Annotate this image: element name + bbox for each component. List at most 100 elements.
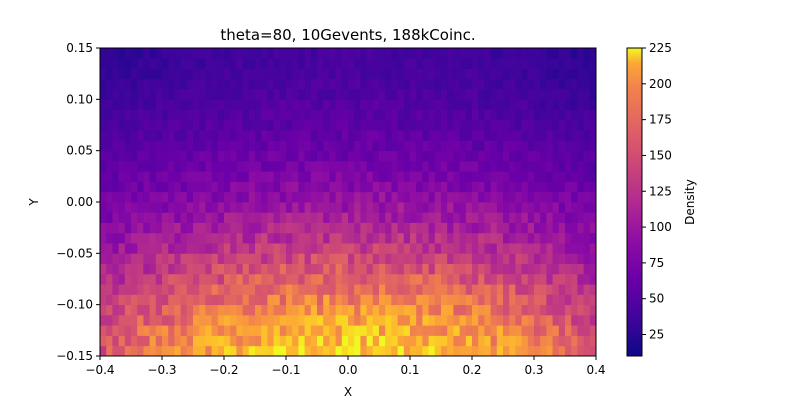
heatmap-cell xyxy=(348,140,355,152)
heatmap-cell xyxy=(205,181,212,193)
heatmap-cell xyxy=(472,314,479,326)
heatmap-cell xyxy=(118,325,126,336)
heatmap-cell xyxy=(372,48,380,59)
heatmap-cell xyxy=(335,284,343,295)
heatmap-cell xyxy=(273,273,281,285)
heatmap-cell xyxy=(552,345,560,357)
heatmap-cell xyxy=(472,345,479,357)
heatmap-cell xyxy=(521,294,529,306)
heatmap-cell xyxy=(186,99,194,110)
heatmap-cell xyxy=(558,99,566,110)
heatmap-cell xyxy=(534,222,541,234)
heatmap-cell xyxy=(348,181,355,193)
heatmap-cell xyxy=(552,294,560,306)
heatmap-cell xyxy=(558,68,566,80)
heatmap-cell xyxy=(329,130,336,141)
heatmap-cell xyxy=(335,212,343,223)
heatmap-cell xyxy=(540,263,547,275)
heatmap-cell xyxy=(118,222,126,234)
heatmap-cell xyxy=(416,191,423,203)
heatmap-cell xyxy=(242,130,250,141)
heatmap-cell xyxy=(509,68,516,80)
heatmap-cell xyxy=(155,202,163,213)
heatmap-cell xyxy=(323,335,330,347)
heatmap-cell xyxy=(503,181,510,193)
heatmap-cell xyxy=(329,171,336,182)
heatmap-cell xyxy=(583,160,591,172)
heatmap-cell xyxy=(521,160,529,172)
heatmap-cell xyxy=(441,232,448,244)
heatmap-cell xyxy=(118,294,126,306)
heatmap-cell xyxy=(397,232,405,244)
heatmap-cell xyxy=(546,181,553,193)
heatmap-cell xyxy=(149,130,157,141)
heatmap-cell xyxy=(521,232,529,244)
heatmap-cell xyxy=(286,325,293,336)
heatmap-cell xyxy=(205,160,212,172)
heatmap-cell xyxy=(279,68,287,80)
heatmap-cell xyxy=(242,314,250,326)
heatmap-cell xyxy=(273,335,281,347)
heatmap-cell xyxy=(236,263,243,275)
heatmap-cell xyxy=(348,171,355,182)
heatmap-cell xyxy=(106,314,113,326)
heatmap-cell xyxy=(410,119,417,131)
heatmap-cell xyxy=(162,78,169,90)
heatmap-cell xyxy=(366,160,374,172)
heatmap-cell xyxy=(298,150,305,162)
heatmap-cell xyxy=(100,130,107,141)
heatmap-cell xyxy=(453,304,460,316)
heatmap-cell xyxy=(149,160,157,172)
heatmap-cell xyxy=(211,58,219,69)
heatmap-cell xyxy=(162,150,169,162)
heatmap-cell xyxy=(131,202,138,213)
heatmap-cell xyxy=(143,181,150,193)
heatmap-cell xyxy=(124,294,132,306)
heatmap-cell xyxy=(434,284,442,295)
heatmap-cell xyxy=(292,191,299,203)
heatmap-cell xyxy=(286,58,293,69)
heatmap-cell xyxy=(193,78,200,90)
heatmap-cell xyxy=(366,78,374,90)
heatmap-cell xyxy=(416,99,423,110)
heatmap-cell xyxy=(317,273,324,285)
y-tick-label: −0.15 xyxy=(56,349,93,363)
heatmap-cell xyxy=(168,140,175,152)
heatmap-cell xyxy=(366,345,374,357)
heatmap-cell xyxy=(230,263,237,275)
heatmap-cell xyxy=(490,48,498,59)
heatmap-cell xyxy=(571,171,578,182)
heatmap-cell xyxy=(236,99,243,110)
heatmap-cell xyxy=(335,78,343,90)
heatmap-cell xyxy=(211,109,219,121)
heatmap-cell xyxy=(304,232,312,244)
heatmap-cell xyxy=(205,58,212,69)
heatmap-cell xyxy=(434,130,442,141)
heatmap-cell xyxy=(267,89,274,100)
heatmap-cell xyxy=(205,130,212,141)
heatmap-cell xyxy=(540,160,547,172)
heatmap-cell xyxy=(441,212,448,223)
heatmap-cell xyxy=(186,304,194,316)
heatmap-cell xyxy=(168,99,175,110)
heatmap-cell xyxy=(465,335,473,347)
heatmap-cell xyxy=(571,140,578,152)
heatmap-cell xyxy=(273,314,281,326)
heatmap-cell xyxy=(323,58,330,69)
heatmap-cell xyxy=(391,48,398,59)
heatmap-cell xyxy=(496,284,504,295)
heatmap-cell xyxy=(273,304,281,316)
heatmap-cell xyxy=(434,335,442,347)
heatmap-cell xyxy=(515,68,522,80)
heatmap-cell xyxy=(292,89,299,100)
heatmap-cell xyxy=(589,181,597,193)
heatmap-cell xyxy=(162,325,169,336)
heatmap-cell xyxy=(515,294,522,306)
heatmap-cell xyxy=(310,304,318,316)
heatmap-cell xyxy=(428,48,436,59)
heatmap-cell xyxy=(565,263,572,275)
heatmap-cell xyxy=(534,109,541,121)
heatmap-cell xyxy=(230,314,237,326)
heatmap-cell xyxy=(391,273,398,285)
heatmap-cell xyxy=(434,243,442,254)
